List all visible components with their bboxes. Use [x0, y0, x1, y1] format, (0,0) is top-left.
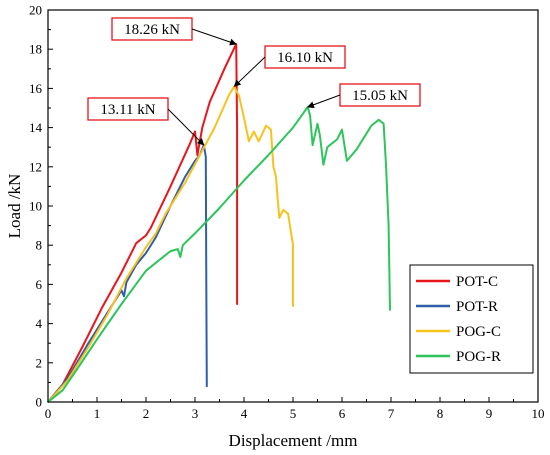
series-line-pog-c [47, 85, 294, 403]
y-tick-label: 18 [29, 42, 42, 57]
legend: POT-C POT-R POG-C POG-R [409, 264, 534, 374]
x-tick-label: 5 [290, 406, 297, 421]
x-tick-label: 3 [192, 406, 199, 421]
y-tick-label: 6 [36, 277, 43, 292]
y-tick-label: 0 [36, 395, 43, 410]
x-tick-label: 1 [94, 406, 101, 421]
y-tick-label: 16 [29, 81, 43, 96]
callout-label: 13.11 kN [100, 102, 155, 118]
legend-label: POG-C [456, 324, 501, 340]
series-layer [47, 43, 391, 403]
y-tick-label: 14 [29, 120, 43, 135]
callout-arrow [233, 56, 266, 87]
series-line-pog-r [47, 106, 391, 403]
callout-label: 16.10 kN [277, 50, 333, 66]
series-line-pot-c [47, 43, 239, 403]
y-tick-label: 20 [29, 3, 42, 18]
x-tick-label: 2 [143, 406, 150, 421]
y-axis-label: Load /kN [5, 174, 24, 239]
x-axis-label: Displacement /mm [229, 431, 358, 450]
series-line-pot-r [47, 144, 208, 403]
legend-label: POG-R [456, 349, 501, 365]
y-tick-label: 4 [36, 316, 43, 331]
callout-arrow [307, 94, 341, 109]
x-tick-label: 9 [486, 406, 493, 421]
x-tick-label: 0 [45, 406, 52, 421]
callout-arrow [167, 108, 205, 146]
y-tick-label: 2 [36, 355, 43, 370]
x-tick-label: 6 [339, 406, 346, 421]
legend-label: POT-C [456, 274, 498, 290]
callout-label: 15.05 kN [352, 88, 408, 104]
x-tick-label: 8 [437, 406, 444, 421]
callout-label: 18.26 kN [124, 22, 180, 38]
x-tick-label: 4 [241, 406, 248, 421]
x-tick-label: 7 [388, 406, 395, 421]
y-tick-label: 10 [29, 199, 42, 214]
y-tick-label: 8 [36, 238, 43, 253]
legend-label: POT-R [456, 299, 498, 315]
x-tick-label: 10 [532, 406, 545, 421]
y-tick-label: 12 [29, 159, 42, 174]
callout-arrow [191, 28, 237, 46]
callout-annotations: 18.26 kN 16.10 kN 13.11 kN 15.05 kN [87, 17, 421, 146]
